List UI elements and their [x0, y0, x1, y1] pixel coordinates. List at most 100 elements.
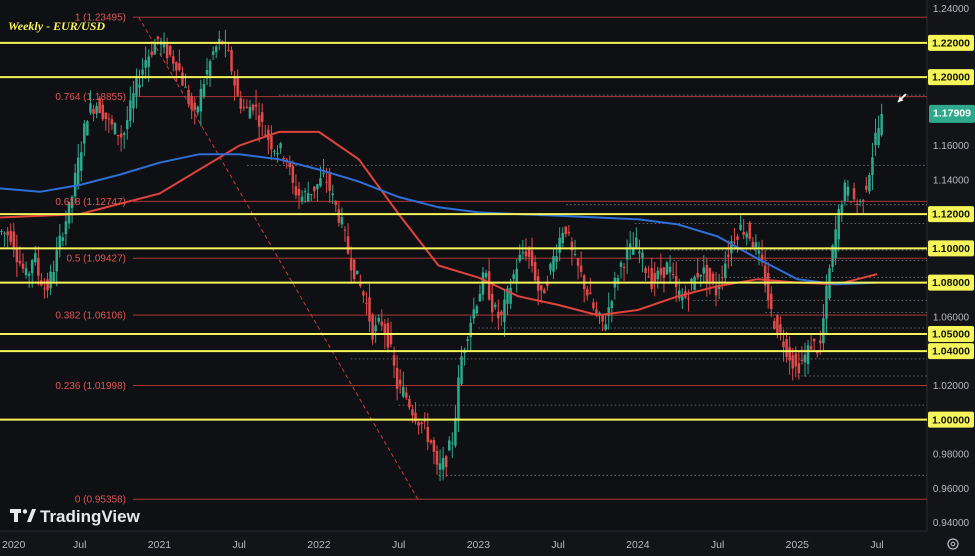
candle-body-91 [279, 143, 282, 149]
key-level-badge-5 [928, 326, 974, 343]
candle-body-276 [846, 186, 850, 196]
candle-body-264 [809, 346, 813, 350]
candle-body-243 [745, 233, 748, 238]
key-level-label-7: 1.00000 [932, 414, 970, 426]
time-tick-7: Jul [551, 539, 564, 551]
candle-body-197 [604, 324, 607, 330]
candle-body-161 [494, 304, 497, 307]
candle-body-88 [270, 135, 273, 150]
candle-body-286 [877, 128, 880, 146]
candle-body-105 [322, 173, 325, 175]
settings-icon[interactable] [947, 538, 959, 550]
key-level-badge-0 [928, 34, 974, 51]
candle-body-150 [460, 356, 463, 384]
candle-body-128 [392, 355, 396, 366]
key-level-label-5: 1.05000 [932, 329, 970, 341]
candle-body-191 [586, 289, 589, 296]
candle-body-170 [521, 252, 525, 254]
candle-body-68 [208, 61, 212, 76]
candle-body-216 [662, 267, 666, 279]
candle-body-9 [27, 273, 31, 276]
candle-body-58 [178, 63, 181, 70]
candle-body-255 [782, 341, 785, 348]
candle-body-35 [107, 118, 111, 120]
key-level-badge-7 [928, 411, 974, 428]
candle-body-143 [438, 463, 442, 470]
candle-body-127 [389, 333, 393, 345]
candle-body-30 [92, 109, 95, 114]
candle-body-141 [432, 440, 436, 452]
tradingview-wordmark: TradingView [40, 507, 141, 526]
candle-body-75 [230, 50, 233, 72]
candle-body-283 [868, 175, 871, 192]
tradingview-logo-icon [10, 509, 36, 522]
candle-body-172 [527, 247, 531, 257]
candle-body-41 [126, 120, 129, 130]
candle-body-194 [595, 309, 598, 315]
candle-body-57 [175, 62, 178, 71]
candle-body-208 [638, 251, 641, 254]
candle-body-254 [779, 324, 782, 333]
candle-body-64 [196, 106, 200, 113]
candle-body-49 [150, 51, 154, 56]
candle-body-148 [454, 418, 457, 446]
candle-body-237 [727, 254, 730, 257]
arrow-annotation-icon[interactable] [897, 93, 907, 103]
fib-level-label-0: 1 (1.23495) [75, 13, 126, 24]
candle-body-188 [576, 258, 580, 266]
candle-body-37 [113, 123, 117, 135]
candle-body-248 [760, 254, 764, 263]
candle-body-187 [573, 253, 577, 255]
candle-body-110 [337, 209, 341, 223]
candle-body-129 [395, 367, 399, 389]
candle-body-122 [374, 325, 377, 332]
time-tick-3: Jul [232, 539, 245, 551]
candle-body-80 [245, 106, 249, 108]
candle-body-2 [6, 231, 9, 236]
candle-body-259 [794, 353, 798, 367]
candle-body-244 [748, 222, 752, 239]
yellow-levels-layer: 1.22000 1.20000 1.12000 1.10000 1.08000 1.050… [0, 34, 974, 428]
candle-body-256 [785, 339, 788, 358]
candle-body-67 [205, 70, 209, 75]
candle-body-39 [119, 133, 123, 138]
candle-body-239 [733, 241, 736, 243]
candle-body-109 [334, 201, 338, 206]
candle-body-263 [806, 345, 810, 365]
candle-body-12 [37, 258, 40, 276]
candle-body-209 [641, 252, 644, 259]
candle-body-252 [773, 320, 776, 329]
candle-body-142 [435, 450, 439, 465]
candle-body-8 [24, 268, 28, 276]
candle-body-125 [383, 323, 387, 335]
candle-body-222 [681, 296, 684, 301]
candle-body-102 [313, 186, 316, 192]
candle-body-42 [129, 100, 132, 121]
candle-body-247 [757, 250, 761, 254]
candle-body-163 [500, 311, 503, 315]
candle-body-120 [368, 297, 371, 322]
candle-body-189 [579, 265, 583, 272]
key-level-label-6: 1.04000 [932, 346, 970, 358]
moving-average-line-1 [0, 153, 878, 286]
candle-body-210 [644, 268, 647, 273]
candle-body-173 [530, 250, 534, 266]
candle-body-229 [702, 267, 706, 274]
candle-body-84 [257, 115, 261, 127]
candle-body-192 [589, 292, 592, 295]
candle-body-178 [546, 282, 549, 287]
key-level-badge-4 [928, 274, 974, 291]
candle-body-114 [349, 257, 353, 271]
candle-body-156 [478, 293, 482, 302]
candle-body-119 [365, 303, 368, 305]
candle-body-27 [83, 123, 86, 144]
fib-level-label-5: 0.236 (1.01998) [55, 381, 126, 392]
candle-body-4 [12, 231, 16, 250]
candle-body-40 [122, 133, 126, 135]
candle-body-133 [408, 398, 411, 408]
candle-body-50 [153, 43, 157, 55]
candle-body-145 [444, 456, 448, 468]
candle-body-70 [214, 46, 218, 53]
candle-body-14 [43, 288, 46, 290]
